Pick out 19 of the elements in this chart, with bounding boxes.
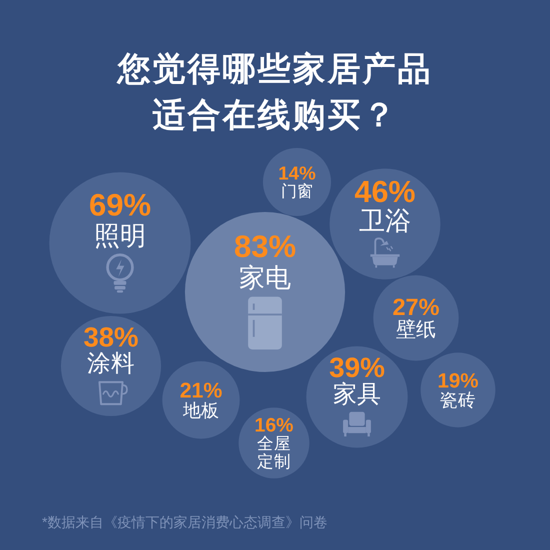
data-label: 38%: [83, 321, 139, 352]
data-label: 21%: [180, 378, 222, 402]
category-label: 家电: [239, 262, 291, 293]
category-label: 地板: [182, 400, 219, 421]
data-label: 16%: [254, 414, 294, 437]
annotation: *数据来自《疫情下的家居消费心态调查》问卷: [42, 514, 328, 530]
category-label: 涂料: [87, 350, 135, 376]
category-label: 门窗: [281, 182, 313, 201]
data-label: 14%: [278, 162, 316, 184]
data-label: 27%: [392, 294, 440, 320]
title: 您觉得哪些家居产品适合在线购买？: [118, 50, 432, 133]
data-label: 69%: [88, 188, 152, 223]
category-label: 照明: [94, 220, 146, 251]
category-label: 家具: [333, 381, 381, 408]
data-label: 83%: [234, 228, 296, 264]
data-label: 19%: [437, 369, 479, 392]
category-label: 全屋定制: [257, 434, 291, 471]
category-label: 瓷砖: [440, 390, 476, 410]
category-label: 壁纸: [396, 319, 436, 342]
